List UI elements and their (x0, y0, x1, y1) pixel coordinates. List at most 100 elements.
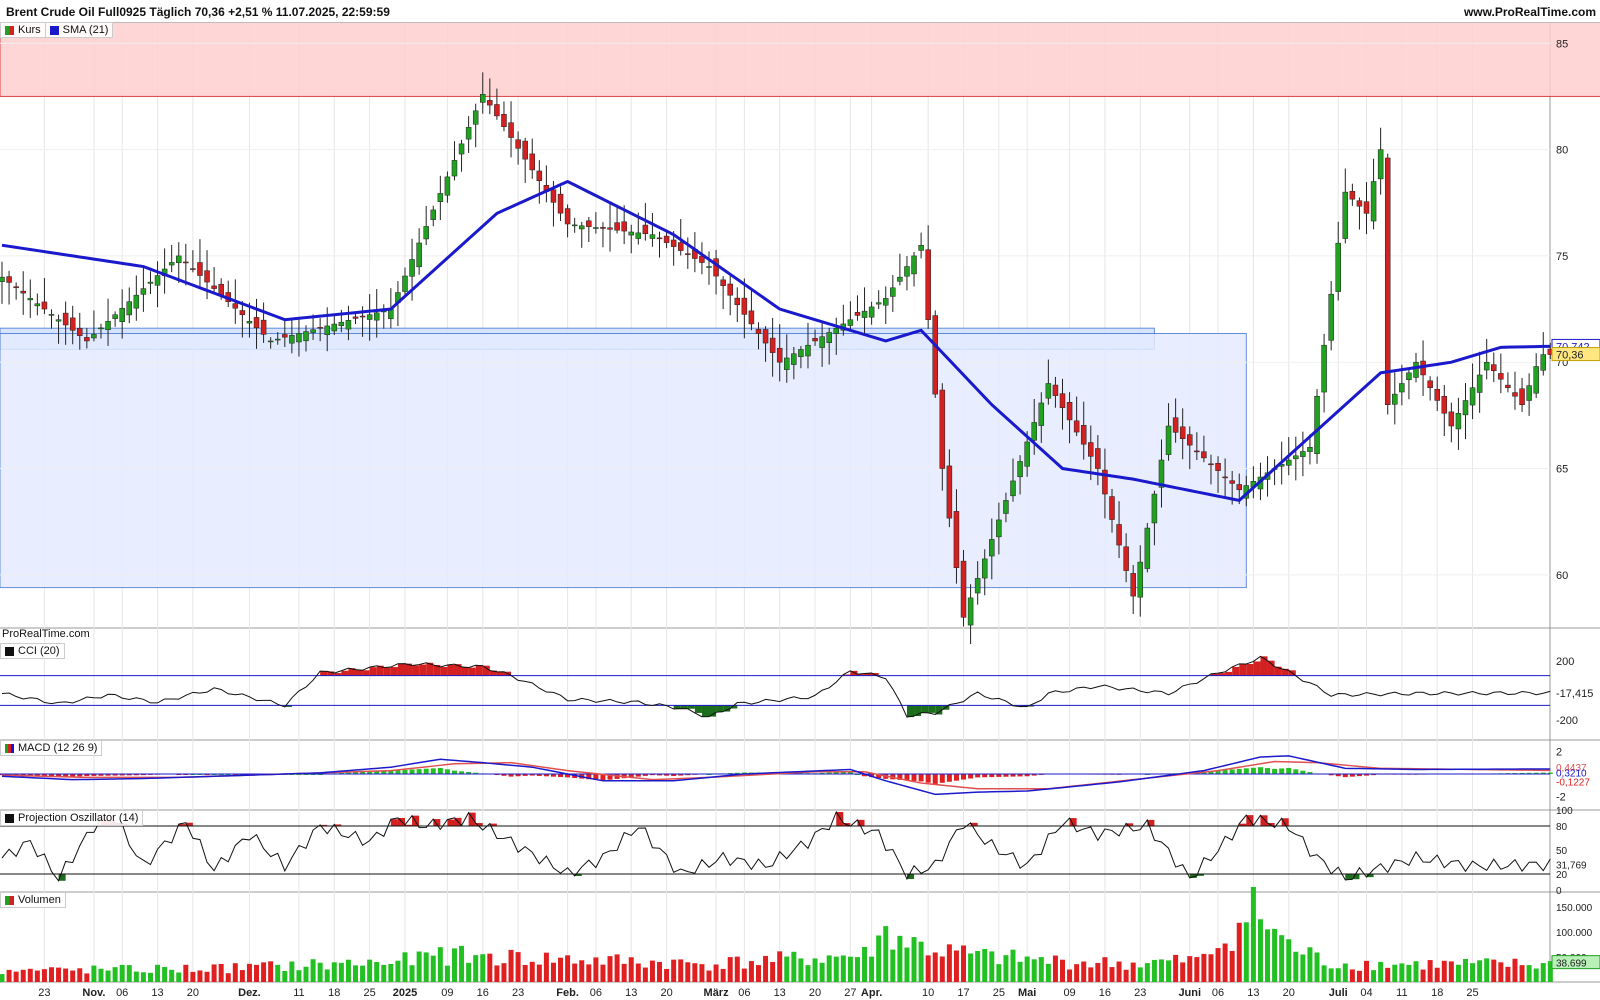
cci-overbought-fill (850, 670, 858, 676)
volume-bar (671, 959, 677, 982)
proj-oversold-fill (906, 874, 915, 880)
volume-bar (1067, 969, 1073, 982)
instrument-title: Brent Crude Oil Full0925 Täglich 70,36 +… (6, 5, 390, 19)
proj-legend[interactable]: Projection Oszillator (14) (0, 810, 144, 826)
volume-bar (1364, 960, 1370, 982)
x-axis-label-4: 20 (187, 987, 199, 999)
volume-bar (317, 962, 323, 982)
x-axis-label-32: 13 (1247, 987, 1259, 999)
volume-bar (1342, 963, 1348, 982)
candle-body (847, 319, 854, 326)
macd-histogram-bar (48, 774, 54, 777)
x-axis-label-7: 18 (328, 987, 340, 999)
candle-body (1109, 496, 1115, 520)
volume-bar (1293, 951, 1299, 982)
legend-kurs[interactable]: Kurs (1, 23, 46, 37)
volume-bar (833, 956, 839, 982)
macd-histogram-bar (543, 774, 549, 777)
cci-overbought-fill (397, 663, 405, 676)
cci-legend[interactable]: CCI (20) (0, 643, 65, 659)
cci-oversold-fill (935, 705, 943, 715)
volume-bar (748, 961, 754, 982)
volume-bar (409, 965, 415, 982)
candle-body (444, 176, 451, 196)
candle-body (925, 249, 931, 320)
macd-histogram-bar (819, 772, 825, 774)
macd-histogram-bar (1208, 771, 1214, 774)
candle-body (423, 226, 429, 240)
macd-histogram-bar (642, 774, 648, 776)
candle-body (791, 353, 797, 365)
candle-body (642, 224, 649, 234)
candle-body (1392, 393, 1398, 405)
candle-body (833, 327, 840, 334)
candle-body (1222, 476, 1228, 479)
volume-bar (932, 952, 938, 982)
candle-body (784, 357, 790, 370)
volume-bar (381, 964, 387, 982)
cci-overbought-fill (496, 671, 504, 676)
volume-bar (1109, 967, 1115, 982)
candle-body (1455, 412, 1462, 430)
candle-body (1512, 392, 1518, 397)
volume-bar (98, 968, 104, 982)
volume-legend[interactable]: Volumen (0, 892, 66, 908)
cci-swatch (5, 646, 14, 656)
macd-histogram-bar (1243, 768, 1249, 774)
macd-histogram-bar (918, 774, 924, 782)
volume-bar (268, 961, 274, 982)
candle-body (564, 208, 571, 225)
chart-header: Brent Crude Oil Full0925 Täglich 70,36 +… (0, 0, 1600, 23)
volume-bar (1533, 968, 1539, 982)
volume-bar (1279, 935, 1285, 982)
proj-legend-label: Projection Oszillator (14) (18, 812, 139, 824)
macd-histogram-bar (459, 771, 465, 774)
x-axis-label-15: 13 (625, 987, 637, 999)
volume-bar (41, 969, 47, 982)
macd-histogram-bar (1215, 770, 1221, 774)
candle-body (345, 320, 352, 330)
cci-oversold-fill (694, 705, 702, 713)
candle-body (98, 327, 104, 330)
volume-bar (593, 957, 599, 982)
macd-histogram-bar (20, 774, 26, 776)
price-ytick-0: 85 (1556, 38, 1568, 50)
volume-bar (529, 961, 535, 982)
macd-histogram-bar (98, 774, 104, 776)
macd-histogram-bar (1286, 767, 1292, 774)
legend-sma[interactable]: SMA (21) (46, 23, 113, 37)
cci-overbought-fill (1225, 671, 1233, 676)
cci-oversold-fill (921, 705, 929, 713)
volume-bar (664, 968, 670, 982)
x-axis-label-11: 16 (477, 987, 489, 999)
price-legend[interactable]: Kurs SMA (21) (0, 22, 114, 38)
cci-overbought-fill (1232, 666, 1240, 676)
volume-bar (430, 955, 436, 982)
volume-bar (324, 969, 330, 982)
volume-bar (296, 970, 302, 982)
volume-legend-label: Volumen (18, 894, 61, 906)
candle-body (1293, 455, 1299, 460)
candle-body (861, 310, 868, 318)
candle-body (1384, 157, 1391, 405)
candle-body (989, 539, 995, 557)
candle-body (232, 303, 239, 309)
candle-body (1130, 573, 1136, 597)
volume-bar (1540, 963, 1546, 982)
candle-body (960, 560, 967, 618)
macd-histogram-bar (550, 774, 556, 777)
macd-legend[interactable]: MACD (12 26 9) (0, 740, 103, 756)
site-url[interactable]: www.ProRealTime.com (1463, 5, 1596, 19)
volume-bar (741, 968, 747, 982)
legend-kurs-label: Kurs (18, 24, 41, 36)
volume-bar (1045, 963, 1051, 982)
candle-body (741, 297, 748, 315)
cci-overbought-fill (1246, 664, 1254, 676)
cci-overbought-fill (857, 674, 865, 676)
volume-bar (155, 964, 161, 982)
cci-overbought-fill (454, 664, 462, 676)
volume-bar (1123, 969, 1129, 982)
macd-histogram-bar (593, 774, 599, 780)
volume-bar (805, 965, 811, 982)
volume-bar (763, 955, 769, 982)
